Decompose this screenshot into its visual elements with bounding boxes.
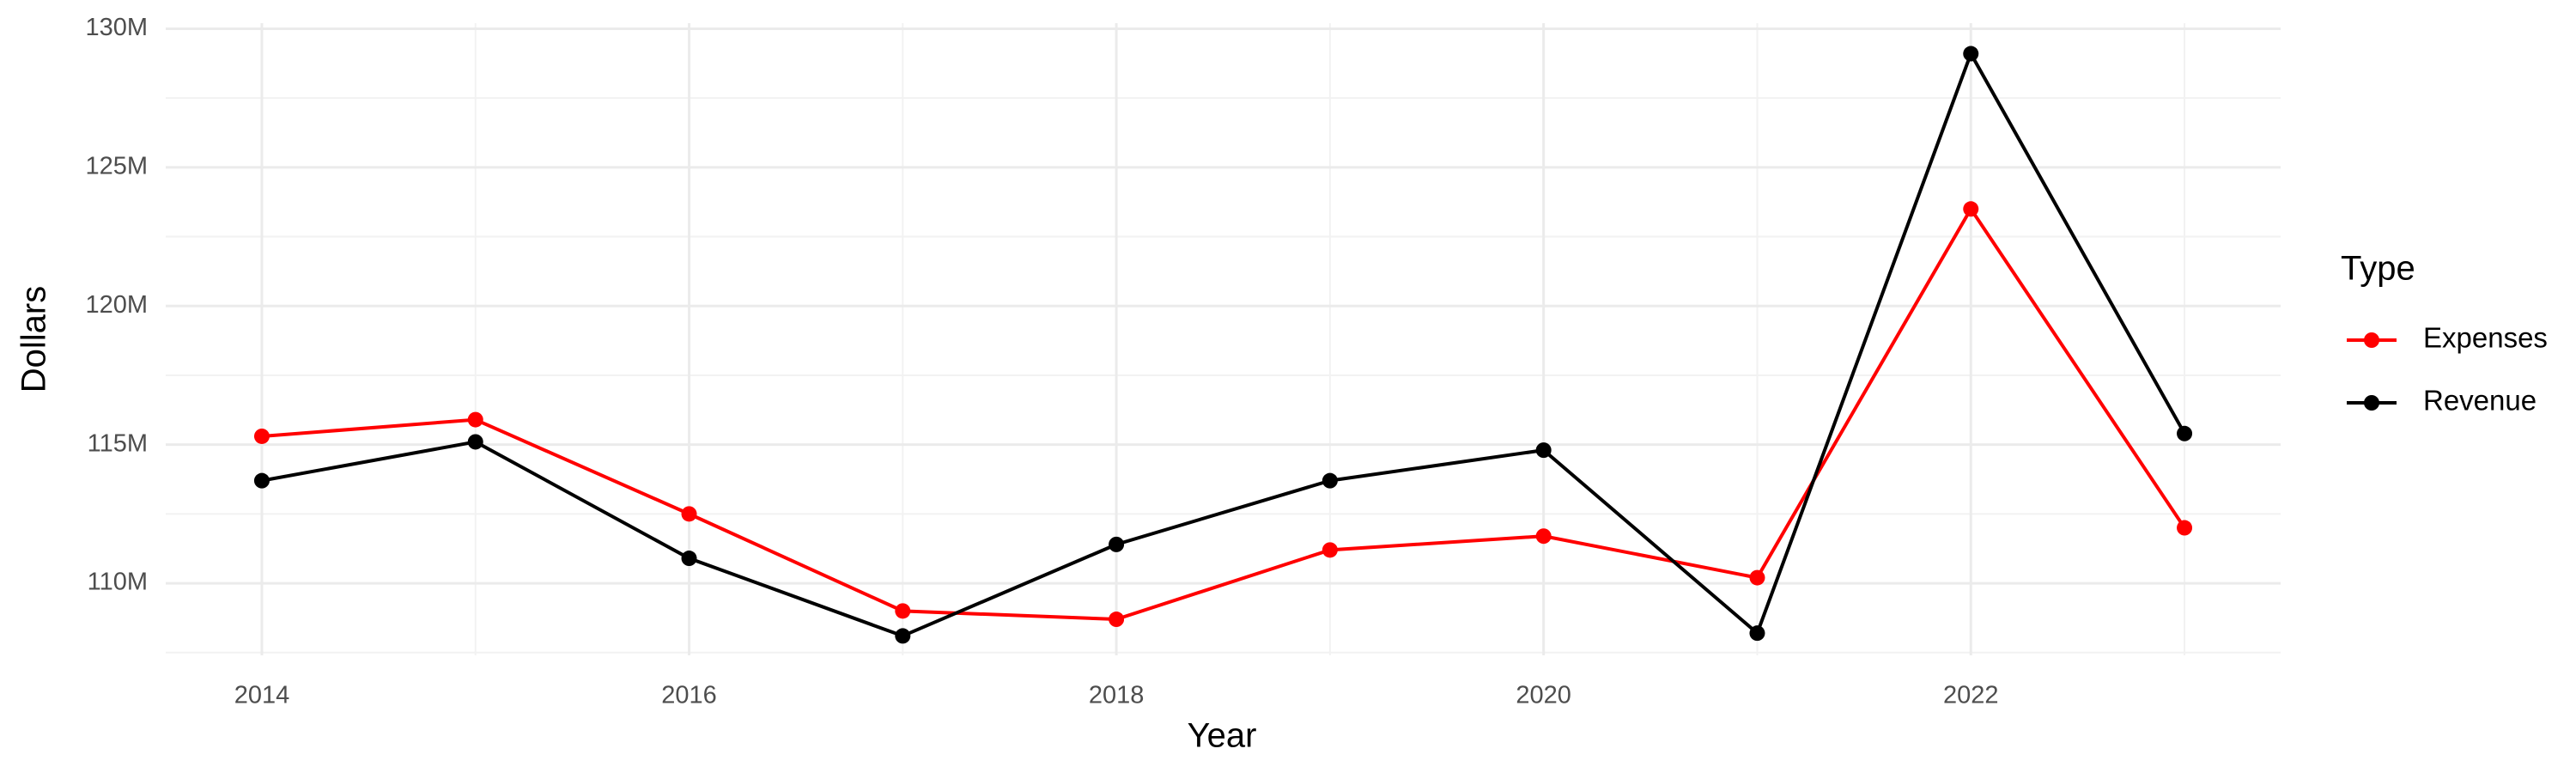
legend-point: [2364, 332, 2379, 348]
legend-label: Revenue: [2423, 385, 2537, 417]
legend-title: Type: [2341, 250, 2415, 288]
y-axis-title: Dollars: [15, 286, 53, 393]
y-tick-label: 115M: [88, 429, 148, 457]
x-tick-label: 2018: [1089, 682, 1145, 709]
x-tick-label: 2014: [234, 682, 290, 709]
data-point: [895, 603, 911, 619]
x-axis-title: Year: [1188, 717, 1257, 755]
data-point: [1109, 612, 1125, 628]
data-point: [2177, 425, 2193, 441]
data-point: [681, 506, 697, 522]
y-tick-label: 120M: [85, 291, 148, 319]
data-point: [253, 428, 270, 444]
x-tick-label: 2022: [1943, 682, 1999, 709]
data-point: [681, 551, 697, 567]
data-point: [253, 472, 270, 489]
data-point: [1535, 442, 1552, 459]
y-tick-label: 130M: [85, 14, 148, 41]
data-point: [1321, 472, 1338, 489]
series-line: [261, 49, 2186, 638]
x-tick-label: 2020: [1516, 682, 1571, 709]
legend-point: [2364, 395, 2379, 411]
data-point: [1321, 542, 1338, 558]
data-point: [1963, 201, 1979, 217]
data-point: [467, 434, 483, 450]
y-tick-label: 125M: [85, 153, 148, 180]
data-point: [1749, 625, 1765, 642]
y-tick-label: 110M: [88, 569, 148, 596]
data-point: [1109, 536, 1125, 552]
data-point: [1749, 569, 1765, 586]
data-point: [895, 628, 911, 644]
series-line: [261, 205, 2186, 622]
data-point: [467, 411, 483, 428]
data-point: [2177, 520, 2193, 536]
data-point: [1535, 528, 1552, 545]
legend-label: Expenses: [2423, 322, 2548, 354]
x-tick-label: 2016: [661, 682, 717, 709]
data-point: [1963, 46, 1979, 62]
